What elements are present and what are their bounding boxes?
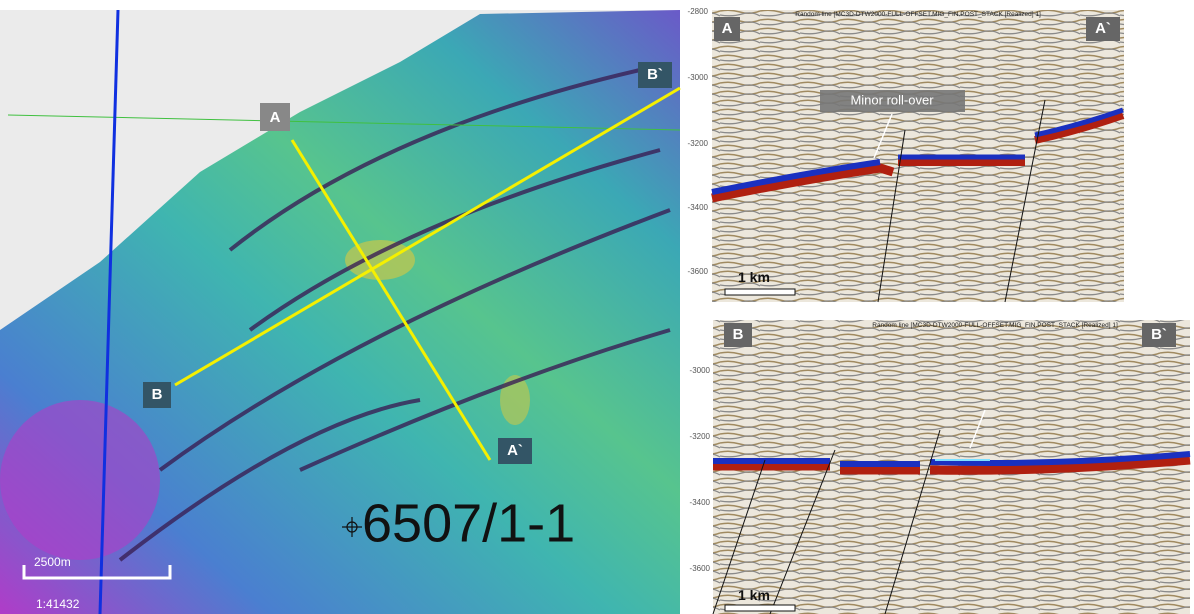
section-label: A` — [1095, 20, 1111, 37]
map-label: B` — [647, 66, 663, 83]
depth-label: -3400 — [688, 203, 709, 212]
depth-label: -3200 — [688, 139, 709, 148]
section-label: B` — [1151, 326, 1167, 343]
well-name: 6507/1-1 — [362, 493, 575, 553]
map-label: A — [270, 109, 281, 126]
section-b: Random line [MC3D-DTW2000-FULL-OFFSET.MI… — [690, 320, 1190, 614]
map-scale: 1:41432 — [36, 597, 80, 611]
depth-label: -3400 — [690, 498, 711, 507]
depth-label: -3600 — [690, 564, 711, 573]
depth-label: -3000 — [688, 73, 709, 82]
section-a: Minor roll-over Random line [MC3D-DTW200… — [688, 7, 1124, 302]
scale-bar-label: 1 km — [738, 587, 770, 603]
section-label: A — [722, 20, 733, 37]
scale-bar-label: 2500m — [34, 555, 71, 569]
map-label: A` — [507, 442, 523, 459]
section-label: B — [733, 326, 744, 343]
section-title: Random line [MC3D-DTW2000-FULL-OFFSET.MI… — [795, 11, 1041, 18]
depth-label: -2800 — [688, 7, 709, 16]
section-title: Random line [MC3D-DTW2000-FULL-OFFSET.MI… — [872, 322, 1118, 329]
map-label: B — [152, 386, 163, 403]
map: A A` B B` 6507/1-1 2500m 1:41432 — [0, 10, 680, 614]
figure: A A` B B` 6507/1-1 2500m 1:41432 Minor r… — [0, 0, 1194, 614]
depth-label: -3000 — [690, 366, 711, 375]
scale-bar-label: 1 km — [738, 269, 770, 285]
depth-label: -3600 — [688, 267, 709, 276]
depth-label: -3200 — [690, 432, 711, 441]
annotation: Minor roll-over — [850, 92, 934, 107]
